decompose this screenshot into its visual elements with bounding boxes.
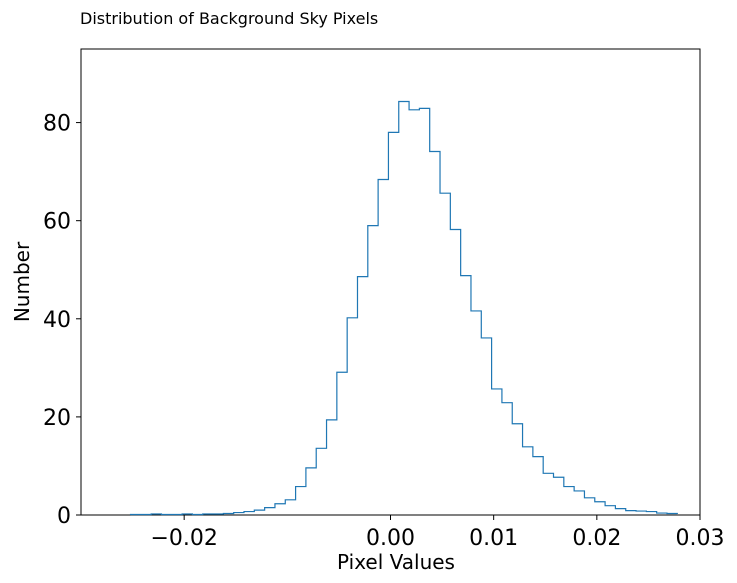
plot-area	[80, 48, 701, 516]
y-axis-ticks: 0 20 40 60 80	[43, 112, 81, 529]
x-axis-label: Pixel Values	[337, 550, 455, 574]
y-tick-label: 80	[43, 112, 71, 137]
y-tick-label: 0	[57, 504, 71, 529]
y-axis-label: Number	[10, 241, 34, 322]
y-tick-label: 60	[43, 210, 71, 235]
x-axis-ticks: −0.02 0.00 0.01 0.02 0.03	[150, 515, 724, 551]
chart-title: Distribution of Background Sky Pixels	[80, 9, 378, 28]
y-tick-label: 40	[43, 308, 71, 333]
x-tick-label: −0.02	[150, 526, 217, 551]
x-tick-label: 0.00	[366, 526, 415, 551]
y-tick-label: 20	[43, 406, 71, 431]
x-tick-label: 0.01	[469, 526, 518, 551]
x-tick-label: 0.02	[572, 526, 621, 551]
plot-frame	[80, 48, 701, 516]
histogram-step-line	[129, 100, 678, 516]
x-tick-label: 0.03	[676, 526, 725, 551]
